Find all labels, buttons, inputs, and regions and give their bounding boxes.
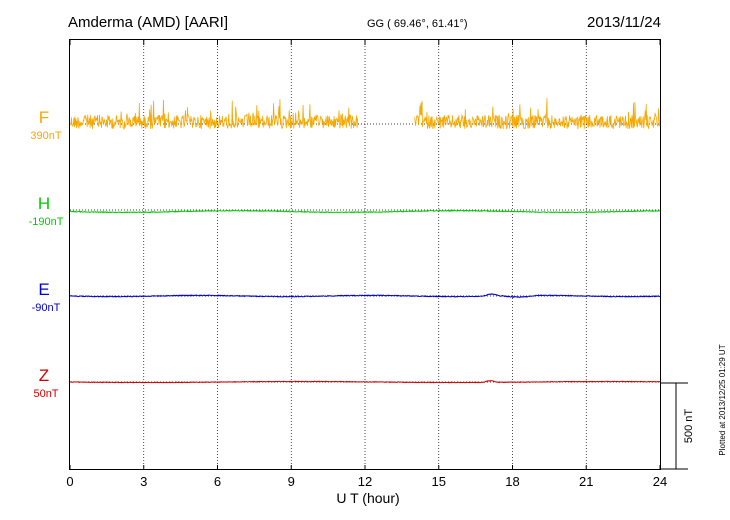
scale-bar-label: 500 nT [683,409,695,444]
x-tick-label: 18 [505,474,519,489]
series-baseline-e: -90nT [32,302,61,314]
station-coordinates: GG ( 69.46°, 61.41°) [367,18,468,30]
x-axis-label: U T (hour) [336,490,399,506]
x-tick-label: 3 [140,474,147,489]
plotted-timestamp: Plotted at 2013/12/25 01:29 UT [718,344,727,455]
series-name-e: E [38,280,49,299]
series-name-z: Z [39,366,49,385]
chart-date: 2013/11/24 [587,14,661,31]
series-name-f: F [39,108,49,127]
series-baseline-h: -190nT [29,216,64,228]
series-traces [69,98,661,384]
x-tick-label: 24 [653,474,667,489]
x-tick-label: 21 [579,474,593,489]
grid-lines [70,40,660,470]
x-tick-label: 9 [288,474,295,489]
series-line-f [69,98,661,130]
series-line-h [69,209,660,214]
series-name-h: H [38,194,50,213]
series-labels: F 390nT H -190nT E -90nT Z 50nT [29,108,64,400]
series-baseline-z: 50nT [33,388,58,400]
series-baseline-f: 390nT [30,130,61,142]
x-tick-label: 6 [214,474,221,489]
x-tick-label: 12 [358,474,372,489]
series-line-e [69,293,661,299]
x-tick-label: 0 [66,474,73,489]
x-axis-ticks: 0 3 6 9 12 15 18 21 24 [66,40,667,489]
station-title: Amderma (AMD) [AARI] [68,14,228,31]
scale-bar: 500 nT [661,382,695,470]
x-tick-label: 15 [432,474,446,489]
series-line-z [69,380,661,384]
